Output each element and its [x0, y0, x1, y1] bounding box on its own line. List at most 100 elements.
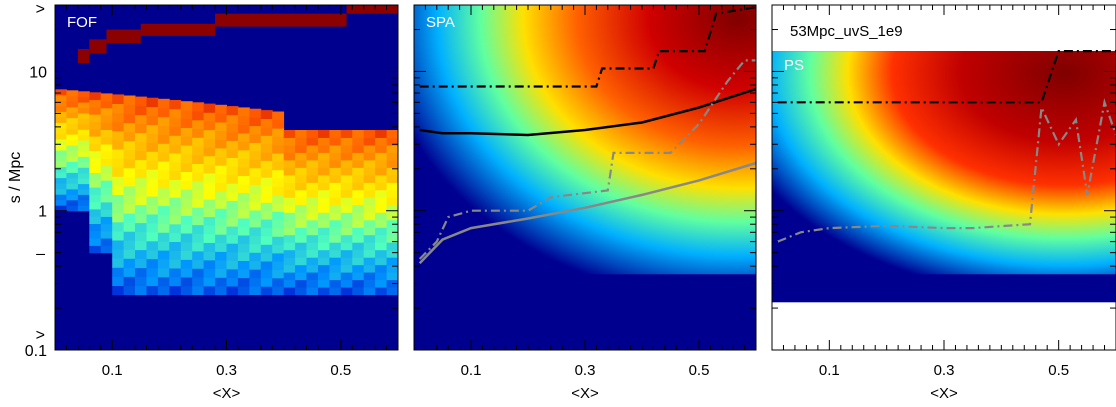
y-edge-mark: > [36, 327, 45, 344]
fof-cell [306, 249, 319, 258]
fof-cell [329, 144, 342, 153]
fof-cell [260, 193, 273, 203]
fof-cell [89, 92, 102, 101]
fof-cell [283, 242, 296, 251]
fof-cell [295, 197, 307, 206]
x-tick-label: 0.1 [461, 362, 482, 379]
fof-cell [180, 109, 193, 120]
fof-cell [375, 159, 387, 168]
fof-cell [146, 142, 159, 152]
fof-cell [249, 184, 262, 194]
y-edge-mark: – [36, 246, 45, 263]
fof-cell [329, 212, 342, 221]
fof-cell [112, 249, 125, 259]
fof-cell [363, 227, 376, 236]
fof-cell [249, 235, 262, 245]
fof-cell [340, 264, 353, 273]
fof-cell [249, 269, 262, 279]
fof-cell [203, 155, 216, 165]
y-axis-label: s / Mpc [7, 152, 24, 204]
fof-cell [169, 268, 182, 278]
fof-cell [375, 287, 387, 296]
fof-cell [375, 189, 387, 198]
fof-cell [215, 156, 227, 166]
fof-cell [237, 277, 250, 287]
fof-cell [272, 269, 285, 279]
fof-cell [249, 125, 262, 135]
fof-cell [135, 204, 147, 215]
fof-cell [157, 98, 170, 109]
fof-cell [203, 285, 216, 296]
fof-cell [363, 272, 376, 281]
fof-cell [329, 219, 342, 228]
fof-cell [157, 161, 170, 171]
fof-cell [180, 127, 193, 137]
fof-cell [66, 183, 79, 190]
fof-cell [237, 235, 250, 244]
fof-cell [55, 150, 67, 156]
fof-cell [169, 135, 182, 145]
fof-cell [272, 119, 285, 129]
fof-cell [226, 114, 239, 124]
fof-cell [375, 182, 387, 191]
fof-cell [146, 196, 159, 206]
x-tick-label: 0.5 [1048, 362, 1069, 379]
fof-cell [272, 136, 285, 146]
fof-cell [123, 195, 136, 205]
fof-cell [180, 180, 193, 190]
fof-cell [226, 174, 239, 184]
fof-cell [123, 240, 136, 250]
fof-cell [89, 136, 102, 144]
fof-cell [135, 114, 147, 125]
y-edge-mark: > [36, 1, 45, 18]
fof-cell [386, 144, 399, 153]
fof-cell [272, 169, 285, 179]
fof-cell [66, 161, 79, 168]
fof-cell [89, 165, 102, 173]
fof-cell [135, 231, 147, 242]
fof-cell [135, 276, 147, 287]
fof-cell [89, 238, 102, 246]
fof-cell [55, 172, 67, 179]
fof-cell [215, 173, 227, 183]
x-tick-label: 0.3 [934, 362, 955, 379]
fof-cell [55, 166, 67, 173]
fof-cell [192, 189, 205, 199]
fof-cell [55, 122, 67, 129]
fof-cell [318, 257, 330, 266]
fof-cell [249, 210, 262, 219]
fof-cell [272, 236, 285, 246]
x-tick-label: 0.5 [689, 362, 710, 379]
fof-cell [203, 277, 216, 287]
fof-cell [55, 94, 67, 101]
fof-cell [249, 201, 262, 211]
fof-cell [112, 194, 125, 205]
fof-cell [89, 99, 102, 108]
fof-cell [386, 159, 399, 168]
fof-cell [77, 194, 90, 201]
fof-cell [180, 101, 193, 111]
fof-cell [100, 115, 113, 123]
fof-cell [386, 242, 399, 251]
fof-cell [123, 104, 136, 114]
fof-cell [249, 176, 262, 186]
fof-cell [203, 233, 216, 243]
fof-cell [112, 185, 125, 195]
fof-cell [157, 196, 170, 207]
fof-cell [123, 204, 136, 214]
fof-cell [249, 260, 262, 270]
fof-cell [66, 139, 79, 146]
fof-cell [386, 227, 399, 236]
fof-cell [352, 167, 365, 176]
fof-cell [237, 107, 250, 117]
fof-cell [123, 231, 136, 241]
fof-cell [340, 204, 353, 213]
fof-cell [226, 226, 239, 236]
fof-cell [112, 240, 125, 250]
fof-cell [203, 173, 216, 183]
fof-cell [375, 152, 387, 161]
fof-cell [375, 234, 387, 243]
fof-cell [146, 258, 159, 269]
fof-cell [135, 258, 147, 269]
fof-cell [215, 147, 227, 157]
